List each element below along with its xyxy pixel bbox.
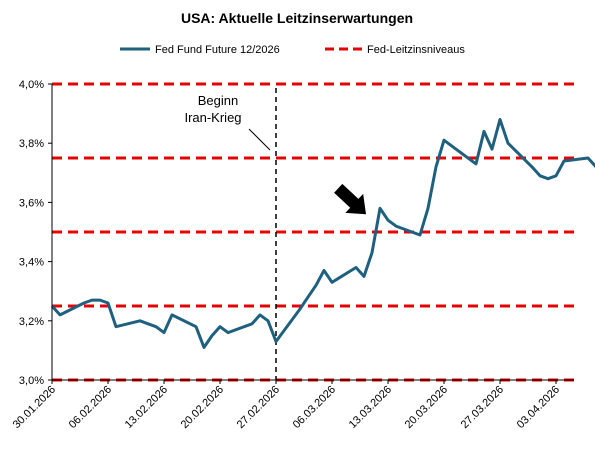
- legend: Fed Fund Future 12/2026 Fed-Leitzinsnive…: [120, 44, 465, 56]
- event-marker: Beginn Iran-Krieg: [184, 88, 277, 380]
- y-tick-label: 3,6%: [19, 197, 44, 209]
- y-tick-label: 3,2%: [19, 316, 44, 328]
- event-label-line1: Beginn: [198, 93, 238, 108]
- event-label-line2: Iran-Krieg: [184, 110, 241, 125]
- legend-label-series: Fed Fund Future 12/2026: [155, 44, 280, 56]
- chart-title: USA: Aktuelle Leitzinserwartungen: [181, 10, 413, 26]
- arrow-shape: [334, 183, 366, 215]
- y-tick-label: 4,0%: [19, 79, 44, 91]
- y-tick-label: 3,4%: [19, 257, 44, 269]
- arrow-annotation: [334, 183, 366, 215]
- series-layer: [50, 118, 595, 349]
- series-line-0: [50, 118, 595, 349]
- y-tick-label: 3,0%: [19, 375, 44, 387]
- legend-label-levels: Fed-Leitzinsniveaus: [367, 44, 465, 56]
- y-tick-label: 3,8%: [19, 138, 44, 150]
- event-leader: [248, 128, 271, 151]
- arrow-icon: [334, 183, 366, 215]
